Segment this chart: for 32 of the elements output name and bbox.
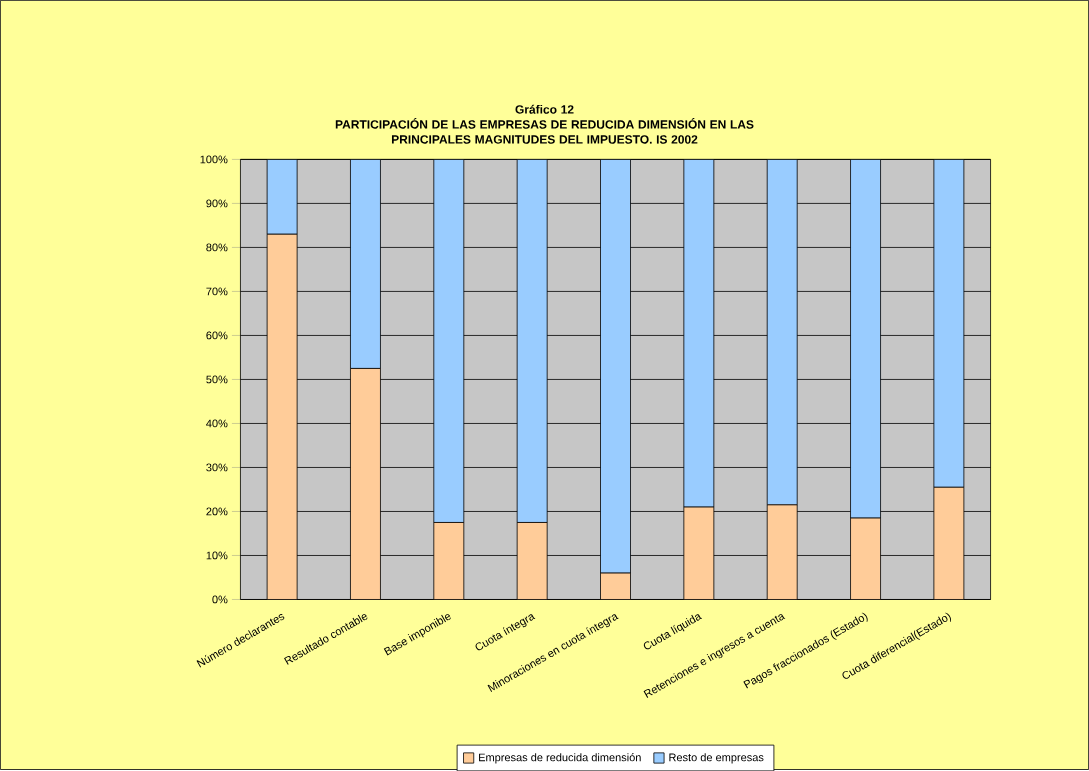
y-tick-label: 100% (200, 155, 228, 164)
y-tick-label: 10% (206, 551, 228, 560)
y-tick-label: 80% (206, 243, 228, 252)
bar (683, 159, 715, 508)
bar (850, 517, 881, 600)
y-tick-label: 40% (206, 419, 228, 428)
bar (350, 367, 381, 600)
bar (850, 159, 881, 519)
bar (516, 521, 548, 600)
bar (683, 506, 715, 600)
bar (600, 159, 631, 574)
y-tick-label: 70% (206, 287, 228, 296)
legend-label: Resto de empresas (669, 753, 764, 764)
bar (433, 159, 465, 523)
bar (350, 159, 381, 369)
y-tick-label: 30% (206, 463, 228, 472)
y-tick-label: 90% (206, 199, 228, 208)
bar (933, 159, 965, 488)
bar (266, 159, 298, 235)
bar (933, 486, 965, 600)
bar (266, 233, 298, 600)
bar (600, 572, 631, 600)
legend-label: Empresas de reducida dimensión (479, 753, 641, 764)
bar (516, 159, 548, 523)
y-tick-label: 60% (206, 331, 228, 340)
y-tick-label: 0% (212, 595, 228, 604)
y-tick-label: 50% (206, 375, 228, 384)
chart-title: Gráfico 12 PARTICIPACIÓN DE LAS EMPRESAS DE REDUCIDA DIMENSIÓN EN LAS PRINCIPALES MAGNITUDES DEL IMPUESTO. IS 2002 (335, 104, 754, 144)
bar (766, 159, 798, 506)
bar (766, 504, 798, 600)
bar (433, 521, 465, 600)
y-tick-label: 20% (206, 507, 228, 516)
